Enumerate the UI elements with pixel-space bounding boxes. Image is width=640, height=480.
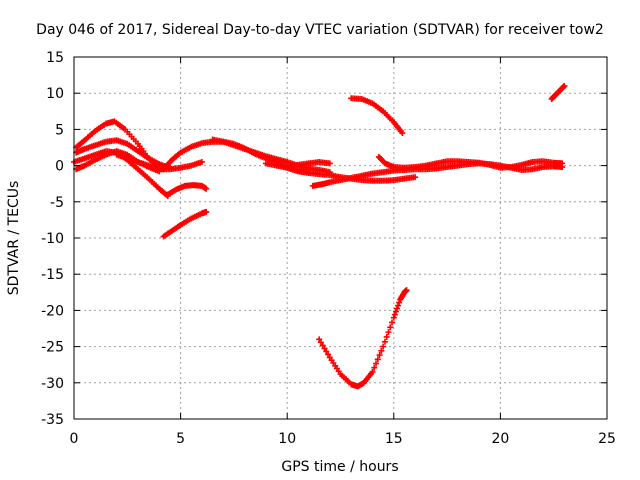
y-tick-label: 15 bbox=[46, 50, 64, 66]
data-point bbox=[385, 329, 392, 336]
y-tick-label: -5 bbox=[50, 195, 64, 211]
data-point bbox=[380, 343, 387, 350]
y-tick-label: -20 bbox=[41, 303, 64, 319]
data-point bbox=[317, 339, 324, 346]
data-point bbox=[395, 302, 402, 309]
y-tick-label: 5 bbox=[55, 122, 64, 138]
series-arc-9 bbox=[209, 136, 333, 176]
series-arc-10 bbox=[262, 160, 419, 184]
series-arc-13 bbox=[375, 153, 566, 171]
y-axis-label: SDTVAR / TECUs bbox=[6, 181, 22, 296]
data-point bbox=[203, 185, 210, 192]
data-point bbox=[393, 305, 400, 312]
data-point bbox=[319, 342, 326, 349]
y-tick-label: -30 bbox=[41, 376, 64, 392]
y-tick-label: -25 bbox=[41, 340, 64, 356]
data-point bbox=[381, 338, 388, 345]
axis-ticks: 0 5 10 15 20 25 15 10 5 0 -5 -10 -15 -20 -25 -30 -35 bbox=[41, 50, 616, 447]
grid bbox=[74, 57, 607, 419]
data-point bbox=[403, 287, 410, 294]
data-point bbox=[387, 324, 394, 331]
data-point bbox=[371, 364, 378, 371]
y-tick-label: 0 bbox=[55, 159, 64, 175]
series-arc-2 bbox=[73, 137, 173, 171]
data-point bbox=[383, 333, 390, 340]
data-point bbox=[326, 160, 333, 167]
x-tick-label: 15 bbox=[385, 431, 403, 447]
data-point bbox=[203, 208, 210, 215]
y-tick-label: -35 bbox=[41, 412, 64, 428]
data-point bbox=[325, 351, 332, 358]
series-arc-14 bbox=[348, 95, 406, 137]
data-point bbox=[412, 174, 419, 181]
series-arc-7 bbox=[160, 208, 210, 240]
x-axis-label: GPS time / hours bbox=[281, 459, 398, 475]
series-arc-16 bbox=[316, 287, 410, 390]
series-arc-11 bbox=[284, 158, 333, 171]
x-tick-label: 25 bbox=[598, 431, 616, 447]
data-point bbox=[321, 345, 328, 352]
data-point bbox=[198, 158, 205, 165]
data-point bbox=[374, 356, 381, 363]
data-point bbox=[561, 82, 568, 89]
data-points bbox=[71, 82, 568, 390]
data-point bbox=[391, 311, 398, 318]
chart-title: Day 046 of 2017, Sidereal Day-to-day VTE… bbox=[36, 22, 604, 38]
data-point bbox=[323, 348, 330, 355]
y-tick-label: -10 bbox=[41, 231, 64, 247]
data-point bbox=[376, 352, 383, 359]
x-tick-label: 0 bbox=[70, 431, 79, 447]
y-tick-label: 10 bbox=[46, 86, 64, 102]
x-tick-label: 5 bbox=[176, 431, 185, 447]
x-tick-label: 20 bbox=[491, 431, 509, 447]
data-point bbox=[378, 347, 385, 354]
series-arc-6 bbox=[164, 182, 210, 198]
data-point bbox=[369, 368, 376, 375]
data-point bbox=[316, 336, 323, 343]
y-tick-label: -15 bbox=[41, 267, 64, 283]
data-point bbox=[396, 299, 403, 306]
data-point bbox=[392, 308, 399, 315]
data-point bbox=[390, 314, 397, 321]
data-point bbox=[389, 319, 396, 326]
data-point bbox=[559, 160, 566, 167]
series-arc-15 bbox=[548, 82, 568, 102]
data-point bbox=[399, 130, 406, 137]
data-point bbox=[373, 360, 380, 367]
x-tick-label: 10 bbox=[278, 431, 296, 447]
